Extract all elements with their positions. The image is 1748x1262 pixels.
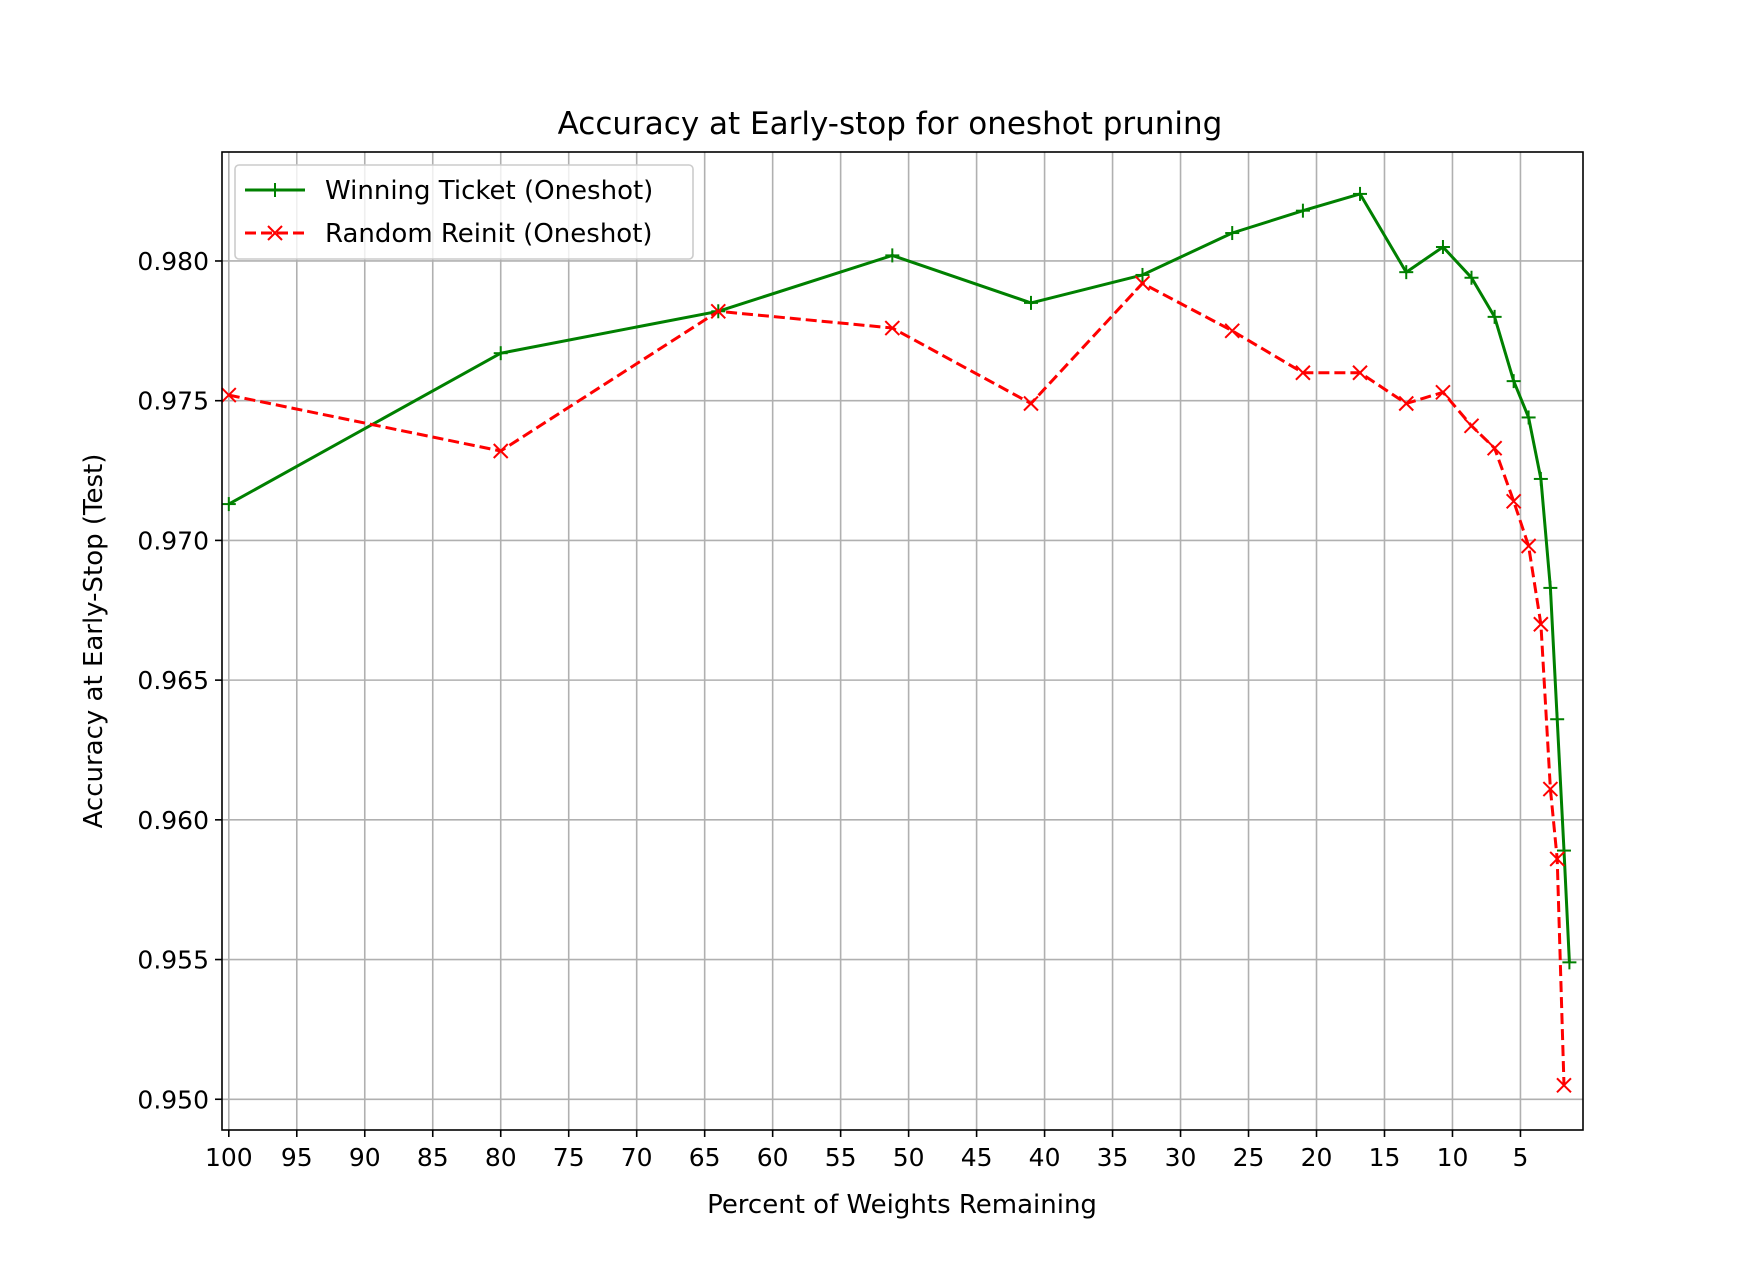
x-tick-label: 65	[689, 1143, 721, 1172]
x-tick-label: 85	[417, 1143, 449, 1172]
x-marker	[1463, 418, 1480, 434]
x-marker	[1352, 365, 1368, 381]
x-marker	[1435, 384, 1451, 401]
x-tick-label: 90	[349, 1143, 381, 1172]
plus-marker	[1435, 240, 1450, 255]
plus-marker	[1550, 712, 1565, 727]
legend-item: Winning Ticket (Oneshot)	[245, 176, 653, 206]
y-tick-label: 0.950	[137, 1085, 209, 1114]
plus-marker	[1225, 226, 1240, 241]
legend: Winning Ticket (Oneshot) Random Reinit (O…	[234, 164, 694, 260]
plus-marker	[1521, 410, 1536, 425]
x-marker	[1505, 493, 1522, 509]
plus-marker	[1506, 374, 1521, 389]
series-line	[228, 192, 1571, 963]
x-marker	[1295, 365, 1311, 381]
x-tick-label: 40	[1029, 1143, 1061, 1172]
x-tick-label: 95	[281, 1143, 313, 1172]
random-reinit-series	[221, 275, 1572, 1093]
x-axis-title: Percent of Weights Remaining	[707, 1190, 1097, 1220]
x-tick-label: 20	[1301, 1143, 1333, 1172]
plus-marker	[1487, 309, 1502, 324]
plus-marker	[221, 497, 236, 512]
x-axis: 100 95 90 85 80 75 70 65 60 55 50 45 40 35 30 25 20 15 10 5	[205, 1130, 1528, 1172]
grid	[222, 152, 1583, 1130]
plot-frame	[221, 151, 1584, 1131]
y-axis: 0.950 0.955 0.960 0.965 0.970 0.975 0.980	[137, 247, 222, 1114]
plus-marker	[1023, 295, 1038, 310]
y-tick-label: 0.965	[137, 666, 209, 695]
x-tick-label: 55	[825, 1143, 857, 1172]
x-tick-label: 30	[1165, 1143, 1197, 1172]
y-axis-title: Accuracy at Early-Stop (Test)	[79, 454, 109, 829]
plus-marker	[1399, 265, 1414, 280]
plus-marker	[885, 248, 900, 263]
plus-marker	[1543, 580, 1558, 595]
legend-box	[234, 164, 694, 260]
x-tick-label: 10	[1437, 1143, 1469, 1172]
x-marker	[1134, 275, 1151, 292]
plus-marker	[1135, 267, 1150, 282]
x-tick-label: 5	[1513, 1143, 1529, 1172]
legend-item: Random Reinit (Oneshot)	[245, 219, 653, 249]
x-tick-label: 50	[893, 1143, 925, 1172]
x-marker	[1542, 781, 1559, 797]
x-marker	[1549, 851, 1565, 867]
plus-marker	[1533, 471, 1548, 486]
x-marker	[1556, 1077, 1572, 1093]
y-tick-label: 0.975	[137, 387, 209, 416]
x-marker	[221, 387, 237, 403]
x-marker	[1023, 395, 1039, 412]
x-tick-label: 80	[485, 1143, 517, 1172]
y-tick-label: 0.955	[137, 946, 209, 975]
x-marker	[884, 320, 901, 336]
legend-label: Winning Ticket (Oneshot)	[325, 176, 653, 206]
plus-marker	[1464, 270, 1479, 285]
plus-marker	[493, 346, 508, 361]
chart-title: Accuracy at Early-stop for oneshot pruni…	[558, 106, 1223, 142]
x-tick-label: 15	[1369, 1143, 1401, 1172]
plus-marker	[1353, 186, 1368, 201]
x-marker	[1398, 395, 1414, 412]
y-tick-label: 0.980	[137, 247, 209, 276]
plus-marker	[1295, 203, 1310, 218]
x-marker	[267, 225, 283, 241]
y-tick-label: 0.970	[137, 526, 209, 555]
legend-label: Random Reinit (Oneshot)	[325, 219, 653, 249]
x-marker	[493, 443, 509, 459]
x-marker	[1533, 616, 1549, 632]
x-marker	[710, 303, 726, 319]
x-marker	[1486, 440, 1503, 456]
plus-marker	[268, 183, 282, 197]
x-marker	[1224, 323, 1240, 339]
x-marker	[1520, 538, 1537, 554]
x-tick-label: 25	[1233, 1143, 1265, 1172]
x-tick-label: 45	[961, 1143, 993, 1172]
x-tick-label: 60	[757, 1143, 789, 1172]
x-tick-label: 100	[205, 1143, 253, 1172]
x-tick-label: 70	[621, 1143, 653, 1172]
x-tick-label: 35	[1097, 1143, 1129, 1172]
plus-marker	[1562, 955, 1577, 970]
winning-ticket-series	[221, 186, 1577, 970]
y-tick-label: 0.960	[137, 806, 209, 835]
series-layer	[221, 186, 1577, 1093]
plus-marker	[1556, 843, 1571, 858]
x-tick-label: 75	[553, 1143, 585, 1172]
